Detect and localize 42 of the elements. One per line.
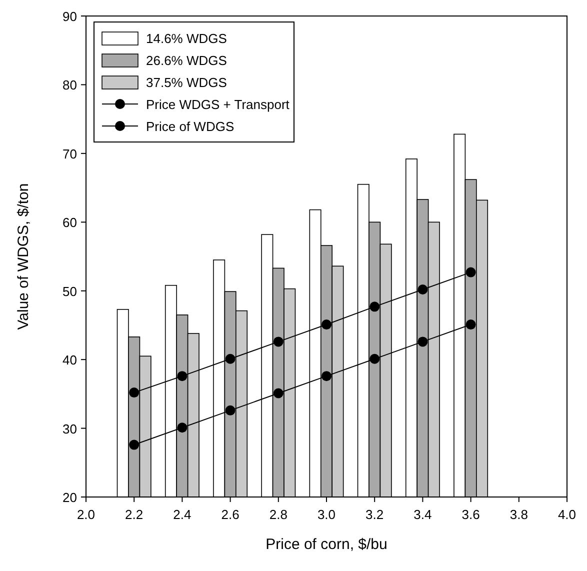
point: [370, 302, 380, 312]
legend-label: Price WDGS + Transport: [146, 97, 290, 112]
legend-label: 14.6% WDGS: [146, 31, 228, 46]
x-tick-label: 3.4: [414, 507, 432, 522]
point: [225, 354, 236, 364]
y-tick-label: 90: [62, 9, 77, 24]
point: [273, 388, 284, 398]
y-tick-label: 40: [62, 352, 77, 368]
x-tick-label: 2.8: [269, 507, 288, 522]
legend-label: 26.6% WDGS: [146, 53, 228, 68]
y-tick-label: 60: [62, 215, 77, 230]
x-tick-label: 4.0: [558, 507, 576, 522]
point: [418, 284, 428, 294]
point: [322, 320, 332, 330]
legend-label: Price of WDGS: [146, 119, 234, 134]
x-tick-label: 2.6: [221, 507, 240, 522]
point: [129, 388, 140, 398]
x-tick-label: 2.0: [76, 507, 96, 522]
point: [177, 422, 188, 433]
point: [466, 320, 476, 330]
point: [418, 336, 428, 347]
y-axis-title: Value of WDGS, $/ton: [15, 183, 32, 330]
x-tick-label: 3.0: [317, 507, 336, 522]
point: [225, 405, 236, 416]
x-axis-title: Price of corn, $/bu: [266, 536, 388, 553]
point: [273, 336, 284, 347]
x-tick-label: 3.2: [366, 507, 384, 522]
x-tick-label: 2.4: [173, 507, 192, 522]
point: [466, 267, 476, 278]
y-tick-label: 30: [62, 421, 77, 436]
x-tick-label: 3.6: [462, 507, 480, 522]
x-tick-label: 3.8: [510, 507, 528, 522]
x-tick-label: 2.2: [125, 507, 144, 522]
y-tick-label: 70: [62, 146, 77, 162]
legend-label: 37.5% WDGS: [146, 75, 228, 90]
y-tick-label: 80: [62, 78, 77, 93]
point: [177, 371, 188, 382]
point: [370, 354, 380, 364]
y-tick-label: 50: [62, 284, 77, 299]
point: [322, 371, 332, 382]
y-tick-label: 20: [62, 490, 77, 505]
point: [129, 440, 140, 450]
